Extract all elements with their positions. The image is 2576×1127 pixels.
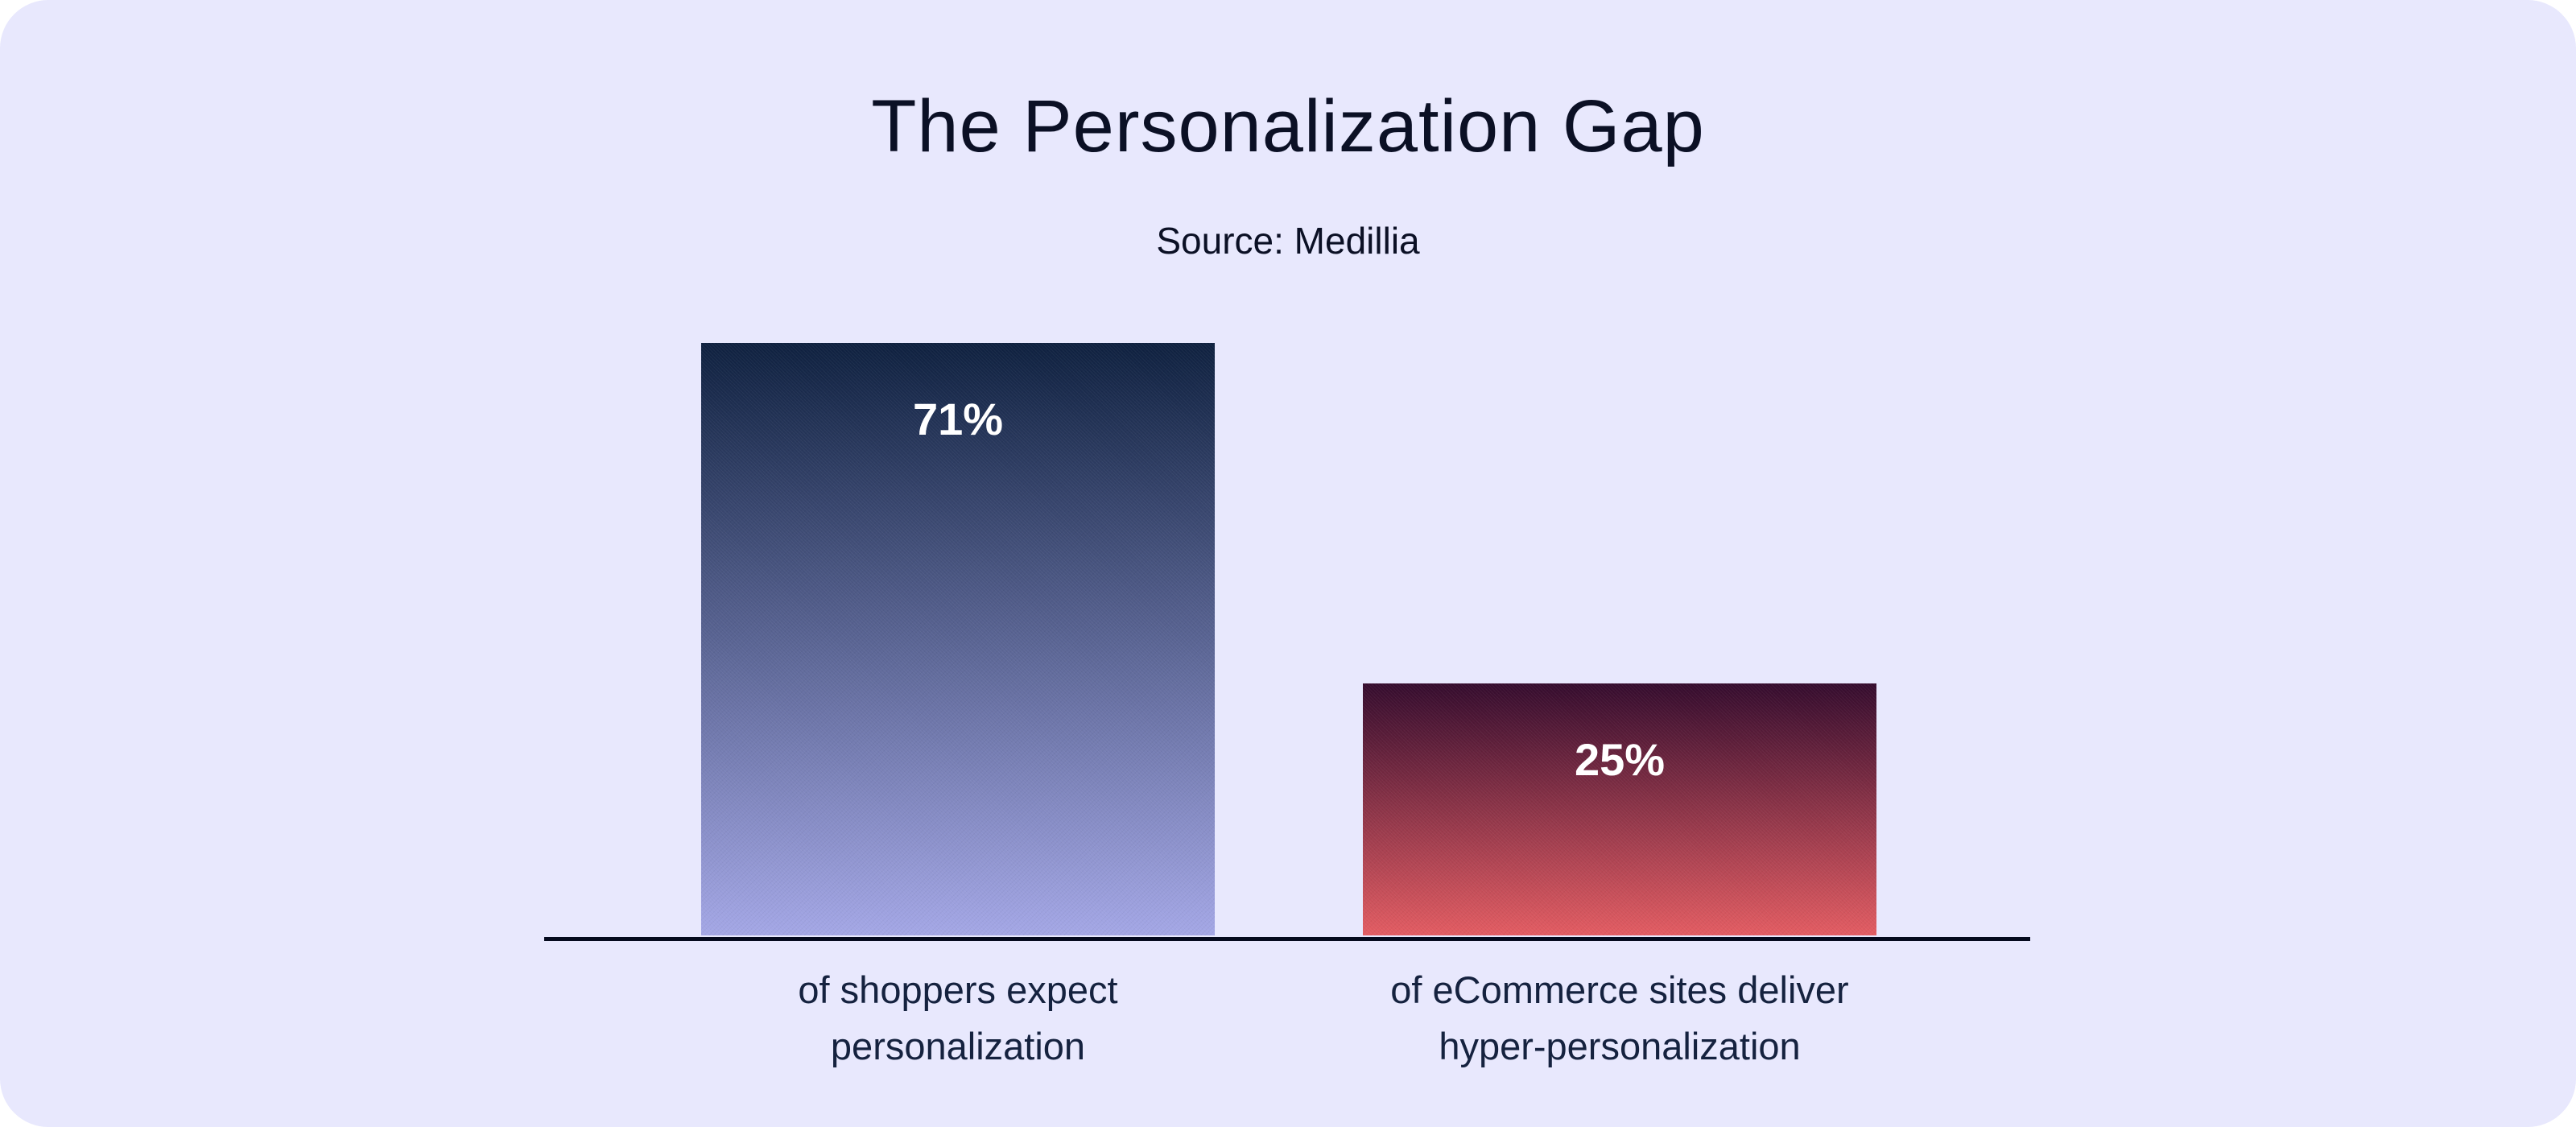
- chart-title: The Personalization Gap: [871, 85, 1705, 167]
- bar-sites-deliver: 25%: [1363, 683, 1876, 935]
- bar-texture: [701, 342, 1215, 935]
- bar-shoppers-expect: 71%: [701, 342, 1215, 935]
- category-label-sites: of eCommerce sites deliver hyper-persona…: [1338, 962, 1901, 1075]
- category-label-line: personalization: [830, 1025, 1086, 1067]
- category-label-line: of shoppers expect: [798, 968, 1118, 1011]
- chart-subtitle: Source: Medillia: [1156, 220, 1420, 262]
- bar-value-label: 71%: [912, 393, 1004, 444]
- x-axis-line: [544, 937, 2030, 941]
- category-label-shoppers: of shoppers expect personalization: [676, 962, 1240, 1075]
- category-label-line: hyper-personalization: [1439, 1025, 1801, 1067]
- category-label-line: of eCommerce sites deliver: [1390, 968, 1849, 1011]
- bar-value-label: 25%: [1574, 734, 1666, 785]
- bar-texture: [1363, 683, 1876, 935]
